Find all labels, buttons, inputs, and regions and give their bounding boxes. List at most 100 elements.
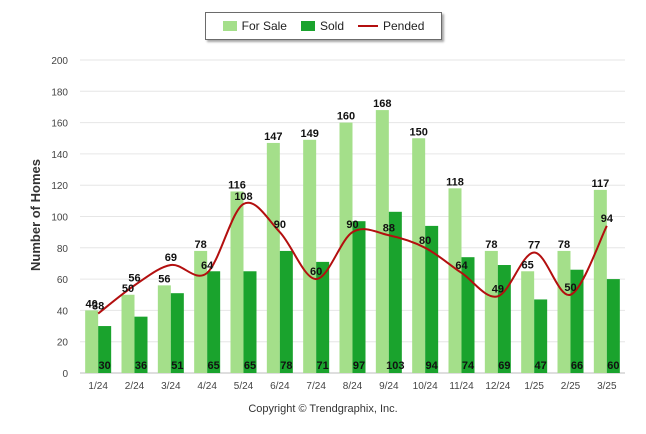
for-sale-value-label: 78 [485, 239, 497, 251]
sold-value-label: 103 [386, 360, 404, 372]
x-tick-label: 8/24 [343, 381, 363, 392]
sold-value-label: 66 [571, 360, 583, 372]
sold-value-label: 30 [99, 360, 111, 372]
y-axis-label: Number of Homes [28, 159, 43, 271]
pended-value-label: 56 [128, 272, 140, 284]
sold-bar [207, 271, 221, 373]
for-sale-bar [412, 138, 426, 373]
sold-bar [243, 271, 257, 373]
pended-value-label: 64 [201, 260, 214, 272]
y-tick-label: 120 [51, 181, 68, 192]
y-tick-labels: 0 20 40 60 80 100 120 140 160 180 200 [51, 56, 68, 380]
pended-value-label: 88 [383, 222, 395, 234]
for-sale-value-label: 78 [195, 239, 207, 251]
y-tick-label: 100 [51, 213, 68, 224]
data-labels: 40 30 50 36 56 51 78 65 116 65 147 78 149 71 160 97 168 1… [86, 98, 620, 372]
pended-value-label: 90 [274, 219, 286, 231]
pended-value-label: 90 [346, 219, 358, 231]
for-sale-value-label: 65 [522, 259, 534, 271]
x-tick-label: 1/25 [524, 381, 544, 392]
pended-value-label: 108 [234, 191, 252, 203]
for-sale-bar [85, 310, 99, 373]
for-sale-bar [266, 142, 280, 373]
sold-value-label: 51 [171, 360, 183, 372]
sold-bar [352, 221, 366, 373]
legend-item-sold[interactable]: Sold [300, 19, 344, 33]
for-sale-value-label: 160 [337, 111, 355, 123]
sold-bar [425, 225, 439, 373]
x-tick-labels: 1/24 2/24 3/24 4/24 5/24 6/24 7/24 8/24 9/24 10/2… [88, 381, 617, 392]
y-tick-label: 20 [57, 338, 69, 349]
sold-value-label: 47 [535, 360, 547, 372]
for-sale-value-label: 40 [86, 298, 98, 310]
for-sale-value-label: 117 [591, 178, 609, 190]
x-tick-label: 2/25 [561, 381, 581, 392]
for-sale-swatch [222, 21, 237, 31]
sold-swatch [300, 21, 315, 31]
pended-value-label: 77 [528, 239, 540, 251]
sold-value-label: 71 [317, 360, 329, 372]
for-sale-bar [375, 110, 389, 373]
sold-value-label: 78 [280, 360, 292, 372]
sold-value-label: 69 [498, 360, 510, 372]
pended-value-label: 94 [601, 213, 614, 225]
legend-item-for-sale[interactable]: For Sale [222, 19, 287, 33]
y-tick-label: 60 [57, 275, 69, 286]
for-sale-bar [230, 191, 244, 373]
pended-value-label: 50 [564, 282, 576, 294]
bars [85, 110, 620, 373]
sold-bar [388, 211, 402, 373]
x-tick-label: 4/24 [197, 381, 217, 392]
copyright-text: Copyright © Trendgraphix, Inc. [248, 403, 398, 415]
for-sale-value-label: 78 [558, 239, 570, 251]
for-sale-value-label: 116 [228, 179, 246, 191]
sold-bar [134, 316, 148, 373]
sold-bar [461, 257, 475, 373]
legend-label-for-sale: For Sale [241, 19, 287, 33]
sold-bar [170, 293, 184, 373]
x-tick-label: 7/24 [306, 381, 326, 392]
x-tick-label: 6/24 [270, 381, 290, 392]
y-tick-label: 140 [51, 150, 68, 161]
x-tick-label: 12/24 [485, 381, 510, 392]
for-sale-value-label: 168 [373, 98, 391, 110]
sold-value-label: 60 [607, 360, 619, 372]
for-sale-bar [448, 188, 462, 373]
sold-value-label: 65 [244, 360, 256, 372]
x-tick-label: 3/24 [161, 381, 181, 392]
for-sale-bar [557, 250, 571, 373]
x-tick-label: 5/24 [234, 381, 254, 392]
sold-bar [279, 250, 293, 373]
for-sale-bar [521, 271, 535, 373]
legend-label-sold: Sold [319, 19, 344, 33]
for-sale-bar [157, 285, 171, 373]
pended-value-label: 49 [492, 283, 504, 295]
sold-value-label: 97 [353, 360, 365, 372]
for-sale-value-label: 50 [122, 283, 134, 295]
x-tick-label: 10/24 [413, 381, 438, 392]
pended-value-label: 69 [165, 252, 177, 264]
legend-item-pended[interactable]: Pended [358, 19, 424, 33]
for-sale-value-label: 118 [446, 176, 464, 188]
pended-value-label: 80 [419, 235, 431, 247]
for-sale-bar [593, 189, 607, 373]
for-sale-bar [339, 122, 353, 373]
sold-bar [98, 326, 112, 373]
y-tick-label: 80 [57, 244, 69, 255]
for-sale-value-label: 149 [300, 128, 318, 140]
for-sale-bar [484, 250, 498, 373]
for-sale-value-label: 56 [158, 273, 170, 285]
pended-value-label: 60 [310, 266, 322, 278]
y-tick-label: 160 [51, 119, 68, 130]
sold-bar [316, 261, 330, 373]
pended-swatch [358, 25, 378, 27]
pended-value-label: 64 [455, 260, 468, 272]
x-tick-label: 9/24 [379, 381, 399, 392]
y-tick-label: 40 [57, 306, 69, 317]
x-tick-label: 2/24 [125, 381, 145, 392]
sold-bar [606, 279, 620, 373]
sold-bar [534, 299, 548, 373]
for-sale-bar [194, 250, 208, 373]
y-tick-label: 0 [62, 369, 68, 380]
